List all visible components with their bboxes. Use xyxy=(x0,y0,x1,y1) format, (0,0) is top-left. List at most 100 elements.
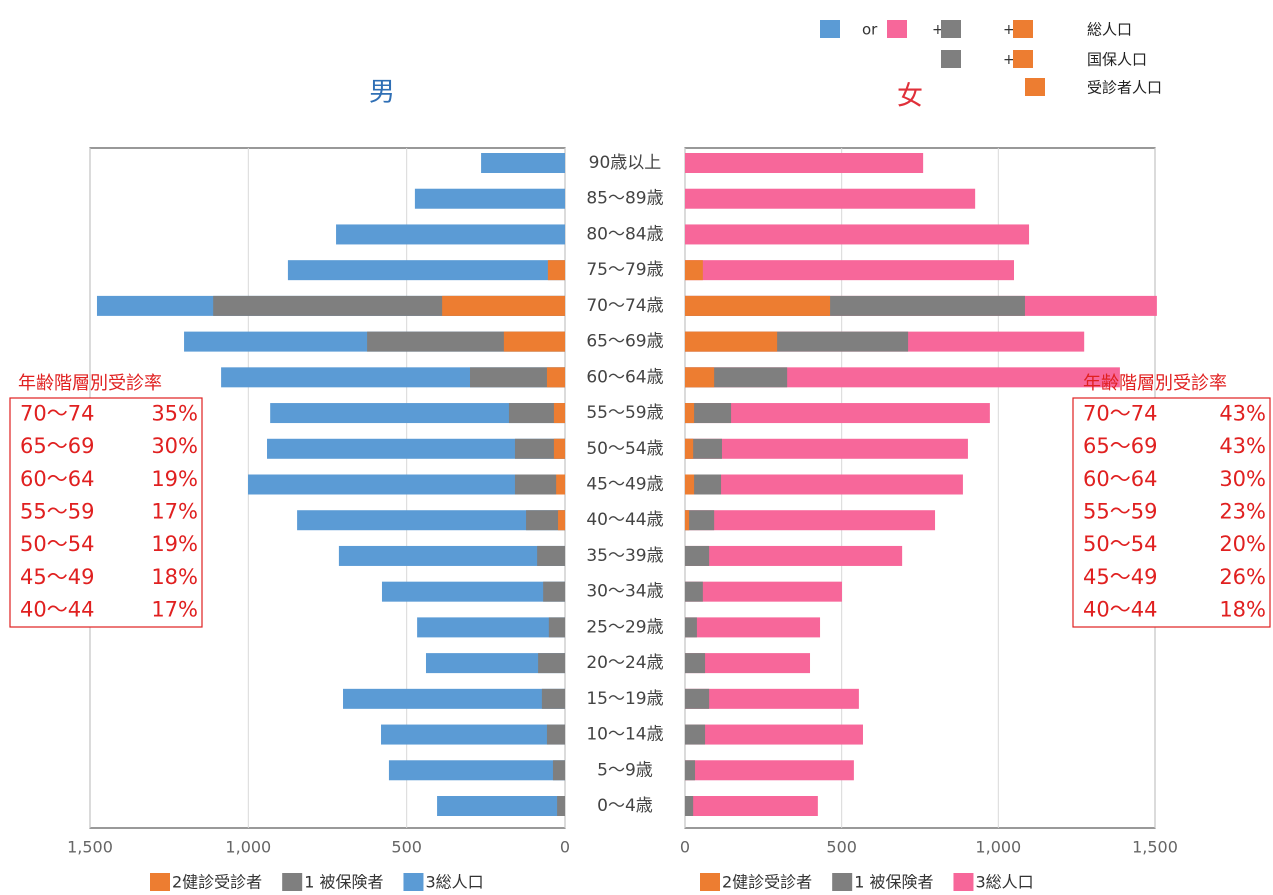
bar xyxy=(685,510,690,531)
legend-swatch xyxy=(832,873,853,891)
bar xyxy=(297,510,565,531)
key-text: or xyxy=(862,21,878,39)
category-label: 45〜49歳 xyxy=(586,475,663,495)
bar xyxy=(685,617,821,638)
bar xyxy=(481,153,565,173)
rate-table-cell: 18% xyxy=(1219,598,1266,622)
bar xyxy=(548,617,565,638)
key-text: + xyxy=(1003,52,1015,68)
rate-table-cell: 45〜49 xyxy=(20,565,94,589)
bar xyxy=(381,581,565,602)
rate-table-cell: 23% xyxy=(1219,500,1266,524)
rate-table-cell: 20% xyxy=(1219,532,1266,556)
bar xyxy=(267,438,565,459)
bar xyxy=(685,724,863,745)
legend-label: 2健診受診者 xyxy=(172,873,262,892)
legend-label: 3総人口 xyxy=(425,873,483,892)
bar xyxy=(470,367,565,388)
category-label: 75〜79歳 xyxy=(586,260,663,280)
category-label: 90歳以上 xyxy=(589,153,662,173)
bar xyxy=(685,260,703,281)
rate-table-cell: 18% xyxy=(151,565,198,589)
bar xyxy=(685,796,818,816)
bar xyxy=(552,760,565,781)
bar xyxy=(685,760,854,781)
bar xyxy=(388,760,565,781)
x-tick-label: 1,500 xyxy=(67,838,113,857)
bar xyxy=(543,581,565,602)
category-label: 50〜54歳 xyxy=(586,439,663,459)
bar xyxy=(503,331,565,352)
rate-table-cell: 17% xyxy=(151,500,198,524)
category-label: 60〜64歳 xyxy=(586,367,663,387)
bar xyxy=(537,545,565,566)
rate-table-cell: 50〜54 xyxy=(20,532,94,556)
category-label: 55〜59歳 xyxy=(586,403,663,423)
key-swatch xyxy=(820,20,840,38)
category-label: 85〜89歳 xyxy=(586,189,663,209)
key-swatch xyxy=(941,20,961,38)
bar xyxy=(685,438,968,459)
bar xyxy=(685,224,1030,245)
bar xyxy=(417,617,565,638)
bar xyxy=(553,403,565,424)
legend-swatch xyxy=(150,873,170,891)
x-tick-label: 1,000 xyxy=(225,838,271,857)
category-label: 0〜4歳 xyxy=(597,796,653,816)
rate-table-cell: 26% xyxy=(1219,565,1266,589)
bar xyxy=(685,653,811,674)
rate-table-cell: 50〜54 xyxy=(1083,532,1157,556)
rate-table-box xyxy=(1072,397,1271,628)
bar xyxy=(685,438,694,459)
bar xyxy=(556,474,565,495)
bar xyxy=(685,796,694,816)
bar xyxy=(685,653,706,674)
x-tick-label: 1,500 xyxy=(1132,838,1178,857)
bar xyxy=(685,474,963,495)
category-label: 35〜39歳 xyxy=(586,546,663,566)
bar xyxy=(558,510,565,531)
chart-title: 女 xyxy=(897,82,923,112)
bar xyxy=(685,295,831,316)
rate-table-cell: 60〜64 xyxy=(20,467,94,491)
category-label: 40〜44歳 xyxy=(586,510,663,530)
legend-label: 2健診受診者 xyxy=(722,873,812,892)
legend-swatch xyxy=(700,873,720,891)
category-label: 25〜29歳 xyxy=(586,617,663,637)
bar xyxy=(425,653,565,674)
bar xyxy=(685,438,722,459)
x-tick-label: 500 xyxy=(391,838,422,857)
rate-table-cell: 70〜74 xyxy=(20,401,94,425)
category-label: 10〜14歳 xyxy=(586,725,663,745)
bar xyxy=(541,688,565,709)
bar xyxy=(287,260,565,281)
bar xyxy=(514,474,565,495)
category-label: 5〜9歳 xyxy=(597,760,653,780)
bar xyxy=(338,545,565,566)
bar xyxy=(685,403,732,424)
bar xyxy=(685,688,859,709)
rate-table-cell: 40〜44 xyxy=(20,598,94,622)
key-swatch xyxy=(887,20,907,38)
bar xyxy=(685,367,715,388)
key-text: 受診者人口 xyxy=(1087,79,1162,97)
bar xyxy=(381,724,565,745)
rate-table-title: 年齢階層別受診率 xyxy=(1083,373,1227,394)
rate-table-cell: 70〜74 xyxy=(1083,401,1157,425)
bar xyxy=(685,153,924,173)
bar xyxy=(685,688,710,709)
category-label: 80〜84歳 xyxy=(586,224,663,244)
bar xyxy=(526,510,565,531)
bar xyxy=(546,367,565,388)
bar xyxy=(685,581,842,602)
top-key: or + + 総人口 + 国保人口 受診者人口 xyxy=(820,20,1162,97)
bar xyxy=(685,510,936,531)
rate-table-cell: 19% xyxy=(151,532,198,556)
key-text: 国保人口 xyxy=(1087,51,1147,69)
bar xyxy=(685,545,903,566)
rate-table-box xyxy=(9,397,203,628)
bar xyxy=(546,724,565,745)
rate-table-cell: 43% xyxy=(1219,401,1266,425)
bar xyxy=(685,545,710,566)
bar xyxy=(685,188,976,209)
